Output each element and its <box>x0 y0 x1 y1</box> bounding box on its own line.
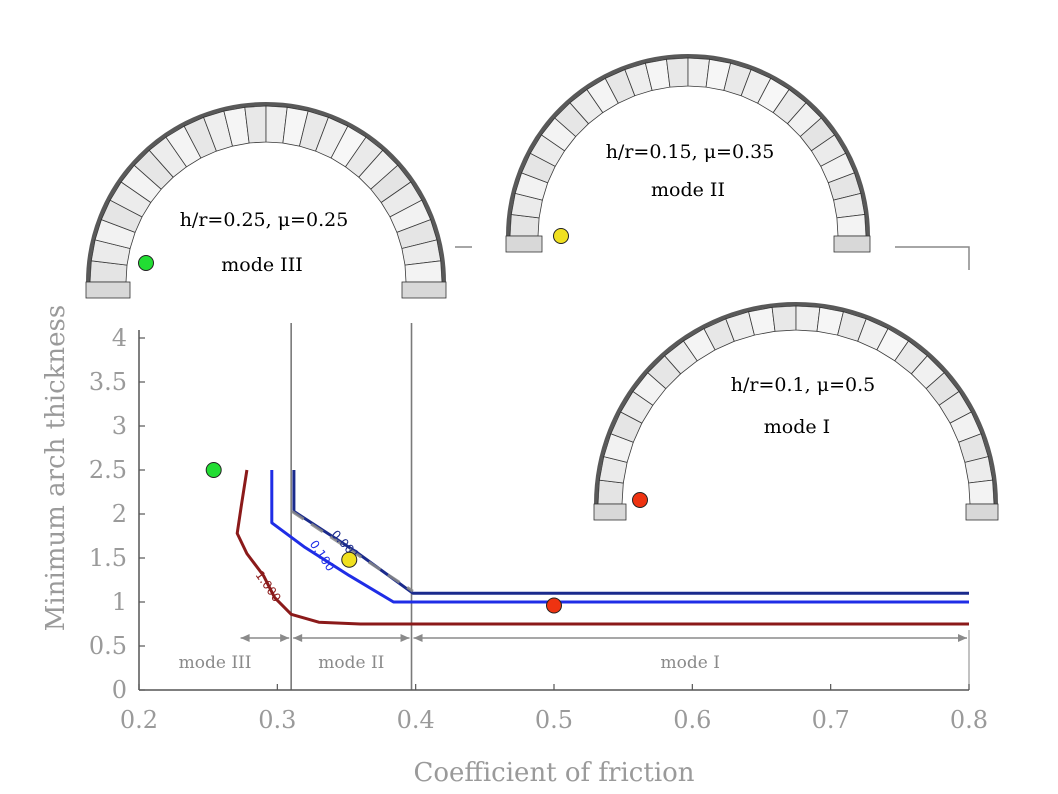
arch-inset <box>505 54 871 253</box>
arch-mode-label: mode III <box>221 254 302 276</box>
x-tick-label: 0.4 <box>397 706 435 734</box>
data-marker <box>546 597 562 614</box>
arch-params-label: h/r=0.25, μ=0.25 <box>180 209 349 231</box>
series-group <box>235 469 969 626</box>
arch-voussoir <box>836 214 867 237</box>
arch-support-left <box>85 281 131 299</box>
arch-voussoir <box>795 305 821 332</box>
contour-label: 1.000 <box>253 568 284 604</box>
series-line <box>235 469 969 626</box>
y-tick-label: 4 <box>112 324 127 352</box>
mode-boundary-lines <box>290 323 970 690</box>
y-tick-label: 1 <box>112 588 127 616</box>
arch-support-right <box>965 503 999 521</box>
arch-shadow <box>506 54 870 237</box>
arch-inset <box>85 102 447 299</box>
x-tick-label: 0.2 <box>120 706 158 734</box>
mode-range-bar: mode III mode II mode I <box>139 634 969 690</box>
data-marker <box>205 462 222 478</box>
arch-insets: h/r=0.25, μ=0.25 mode III h/r=0.15, μ=0.35… <box>85 54 999 521</box>
arch-support-right <box>401 281 447 299</box>
x-axis-label: Coefficient of friction <box>413 758 694 788</box>
y-tick-label: 0 <box>112 676 127 704</box>
inset-marker <box>553 228 569 244</box>
x-tick-label: 0.7 <box>812 706 850 734</box>
arrow-head-right <box>280 634 290 642</box>
mode-label-band <box>139 646 969 690</box>
arrow-head-left <box>293 634 303 642</box>
arch-shadow <box>594 302 998 505</box>
data-marker <box>341 551 358 568</box>
x-tick-label: 0.6 <box>673 706 711 734</box>
y-tick-label: 1.5 <box>89 544 127 572</box>
arch-mode-label: mode II <box>651 179 725 201</box>
mode-transition-dashes <box>291 510 414 593</box>
y-axis-label: Minimum arch thickness <box>41 305 71 631</box>
x-tick-label: 0.3 <box>258 706 296 734</box>
arrow-head-left <box>413 634 423 642</box>
mode-range-label: mode II <box>318 653 384 673</box>
inset-marker <box>632 492 648 508</box>
series-line <box>270 470 969 604</box>
arch-inset <box>593 302 999 521</box>
arch-voussoir <box>597 479 624 505</box>
arch-voussoir <box>968 479 995 505</box>
x-tick-label: 0.8 <box>950 706 988 734</box>
arch-voussoir <box>771 305 797 332</box>
inset-connector <box>895 246 970 270</box>
axes: 0.2 0.3 0.4 0.5 0.6 0.7 0.8 0 0.5 1 1.5 2 2.5 3 3.5 4 Co… <box>41 305 988 788</box>
contour-label: 0.100 <box>307 538 338 574</box>
mode-range-label: mode I <box>661 653 720 673</box>
arrow-head-right <box>958 634 967 642</box>
inset-marker <box>138 255 154 271</box>
x-tick-label: 0.5 <box>535 706 573 734</box>
data-markers <box>205 462 562 614</box>
y-tick-label: 3.5 <box>89 368 127 396</box>
arch-support-left <box>505 235 543 253</box>
mode-range-label: mode III <box>179 653 252 673</box>
y-tick-label: 2.5 <box>89 456 127 484</box>
arch-voussoir <box>666 57 689 88</box>
arch-support-right <box>833 235 871 253</box>
y-tick-label: 2 <box>112 500 127 528</box>
arch-params-label: h/r=0.1, μ=0.5 <box>731 374 875 396</box>
arch-mode-label: mode I <box>764 416 830 438</box>
arch-shadow <box>86 102 446 283</box>
arrow-head-right <box>400 634 410 642</box>
arrow-head-left <box>240 634 250 642</box>
y-tick-label: 0.5 <box>89 632 127 660</box>
series-line <box>292 470 969 595</box>
y-tick-label: 3 <box>112 412 127 440</box>
arch-params-label: h/r=0.15, μ=0.35 <box>606 141 775 163</box>
arch-support-left <box>593 503 627 521</box>
